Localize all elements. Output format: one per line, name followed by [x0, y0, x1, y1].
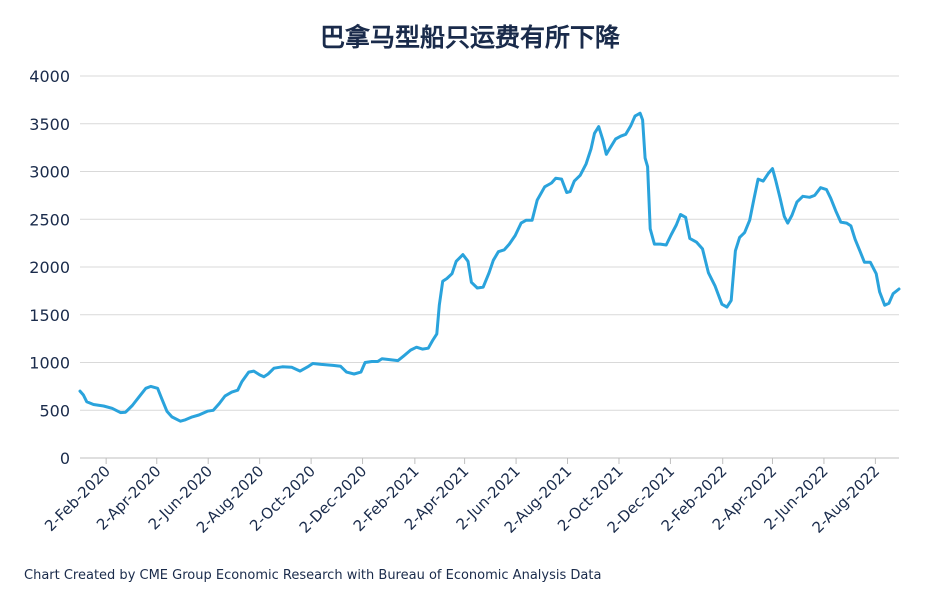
y-tick-label: 3000	[29, 163, 70, 182]
x-axis: 2-Feb-20202-Apr-20202-Jun-20202-Aug-2020…	[41, 457, 899, 537]
footer-note: Chart Created by CME Group Economic Rese…	[24, 568, 602, 583]
y-tick-label: 1000	[29, 354, 70, 373]
y-tick-label: 2000	[29, 258, 70, 277]
y-axis: 0 500 1000 1500 2000 2500 3000 3500 4000	[29, 67, 70, 468]
y-tick-label: 2500	[29, 210, 70, 229]
y-tick-label: 0	[60, 449, 70, 468]
series-layer	[78, 111, 901, 423]
y-tick-label: 1500	[29, 306, 70, 325]
series-line-0	[78, 111, 901, 423]
y-tick-label: 500	[39, 401, 70, 420]
y-tick-label: 4000	[29, 67, 70, 86]
chart-title: 巴拿马型船只运费有所下降	[319, 23, 620, 52]
y-tick-label: 3500	[29, 115, 70, 134]
